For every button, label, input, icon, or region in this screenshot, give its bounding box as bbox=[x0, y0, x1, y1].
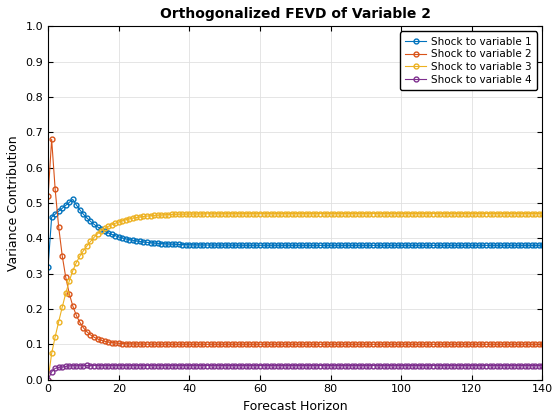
Shock to variable 3 bbox=[465, 211, 472, 216]
Shock to variable 4 bbox=[211, 363, 217, 368]
Shock to variable 2 bbox=[45, 193, 52, 198]
Line: Shock to variable 3: Shock to variable 3 bbox=[46, 211, 545, 382]
Title: Orthogonalized FEVD of Variable 2: Orthogonalized FEVD of Variable 2 bbox=[160, 7, 431, 21]
Shock to variable 3 bbox=[48, 351, 55, 356]
X-axis label: Forecast Horizon: Forecast Horizon bbox=[243, 400, 348, 413]
Line: Shock to variable 1: Shock to variable 1 bbox=[46, 197, 545, 269]
Shock to variable 4 bbox=[45, 377, 52, 382]
Line: Shock to variable 4: Shock to variable 4 bbox=[46, 363, 545, 382]
Shock to variable 3 bbox=[207, 211, 214, 216]
Shock to variable 1 bbox=[77, 207, 83, 213]
Shock to variable 2 bbox=[479, 342, 486, 347]
Shock to variable 3 bbox=[45, 377, 52, 382]
Shock to variable 4 bbox=[469, 363, 475, 368]
Shock to variable 1 bbox=[518, 243, 525, 248]
Y-axis label: Variance Contribution: Variance Contribution bbox=[7, 135, 20, 271]
Shock to variable 2 bbox=[518, 342, 525, 347]
Legend: Shock to variable 1, Shock to variable 2, Shock to variable 3, Shock to variable: Shock to variable 1, Shock to variable 2… bbox=[400, 32, 537, 90]
Shock to variable 2 bbox=[539, 342, 546, 347]
Shock to variable 1 bbox=[469, 243, 475, 248]
Shock to variable 3 bbox=[515, 211, 521, 216]
Shock to variable 2 bbox=[211, 342, 217, 347]
Shock to variable 3 bbox=[475, 211, 482, 216]
Shock to variable 4 bbox=[539, 363, 546, 368]
Shock to variable 3 bbox=[73, 260, 80, 265]
Shock to variable 4 bbox=[73, 363, 80, 368]
Shock to variable 1 bbox=[539, 243, 546, 248]
Shock to variable 1 bbox=[211, 243, 217, 248]
Shock to variable 2 bbox=[48, 137, 55, 142]
Shock to variable 1 bbox=[479, 243, 486, 248]
Shock to variable 3 bbox=[539, 211, 546, 216]
Line: Shock to variable 2: Shock to variable 2 bbox=[46, 137, 545, 347]
Shock to variable 1 bbox=[69, 197, 76, 202]
Shock to variable 4 bbox=[479, 363, 486, 368]
Shock to variable 2 bbox=[77, 320, 83, 325]
Shock to variable 2 bbox=[529, 342, 535, 347]
Shock to variable 2 bbox=[52, 187, 59, 192]
Shock to variable 1 bbox=[45, 264, 52, 269]
Shock to variable 4 bbox=[48, 369, 55, 374]
Shock to variable 1 bbox=[48, 215, 55, 220]
Shock to variable 4 bbox=[518, 363, 525, 368]
Shock to variable 2 bbox=[469, 342, 475, 347]
Shock to variable 4 bbox=[83, 363, 90, 368]
